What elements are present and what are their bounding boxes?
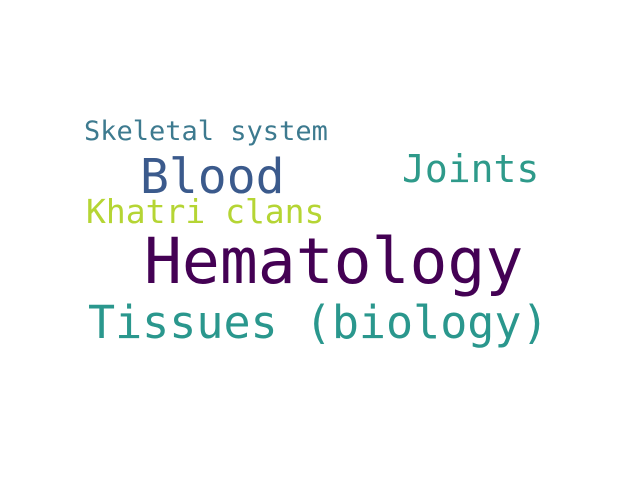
word-blood: Blood <box>140 149 285 205</box>
word-khatri-clans: Khatri clans <box>86 192 325 231</box>
word-tissues-biology: Tissues (biology) <box>88 296 549 349</box>
word-joints: Joints <box>402 147 540 191</box>
word-skeletal-system: Skeletal system <box>84 116 328 147</box>
word-hematology: Hematology <box>144 225 524 298</box>
